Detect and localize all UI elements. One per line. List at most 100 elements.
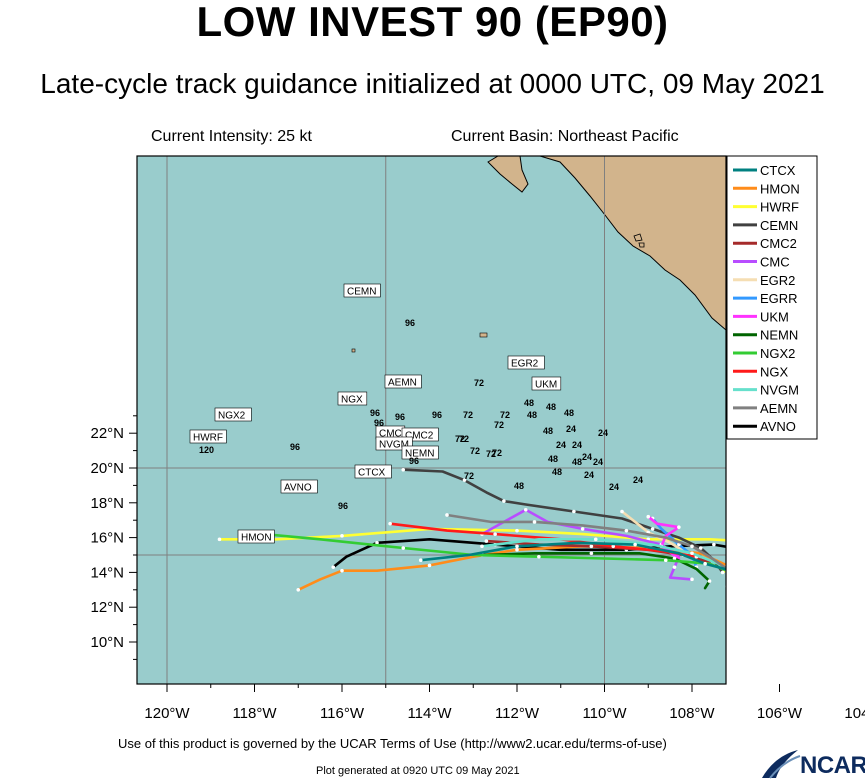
x-tick-label: 120°W xyxy=(144,705,190,722)
forecast-hour: 72 xyxy=(474,378,484,388)
model-label-box xyxy=(280,479,318,494)
legend-entry-nvgm: NVGM xyxy=(760,383,799,398)
model-label-box xyxy=(237,529,275,544)
track-point xyxy=(672,556,677,561)
ncar-logo-text: NCAR xyxy=(800,752,865,779)
forecast-hour: 96 xyxy=(409,456,419,466)
model-label-cmc2: CMC2 xyxy=(405,431,434,442)
y-tick-label: 22°N xyxy=(90,425,124,442)
track-point xyxy=(589,551,594,556)
forecast-hour: 24 xyxy=(556,440,566,450)
track-point xyxy=(331,565,336,569)
track-point xyxy=(712,542,716,547)
forecast-hour: 24 xyxy=(582,452,592,462)
tres-marias-islands xyxy=(633,233,645,248)
x-tick-label: 112°W xyxy=(495,705,540,722)
forecast-hour: 96 xyxy=(338,501,348,511)
legend-entry-aemn: AEMN xyxy=(760,401,798,416)
track-point xyxy=(743,539,747,543)
forecast-hour: 96 xyxy=(405,318,415,328)
mexico-coast-land xyxy=(520,156,726,331)
x-tick-label: 106°W xyxy=(757,705,803,722)
track-point xyxy=(646,514,651,519)
y-tick-label: 20°N xyxy=(90,460,124,477)
y-tick-label: 10°N xyxy=(90,634,124,651)
track-point xyxy=(620,509,624,514)
y-tick-label: 14°N xyxy=(90,564,124,581)
track-point xyxy=(756,555,760,559)
track-point xyxy=(296,588,301,592)
plot-subtitle: Late-cycle track guidance initialized at… xyxy=(40,68,825,99)
legend-entry-avno: AVNO xyxy=(760,419,796,434)
forecast-hour: 48 xyxy=(543,426,553,436)
track-point xyxy=(698,546,703,550)
forecast-hour: 72 xyxy=(500,410,510,420)
forecast-hour: 48 xyxy=(546,402,556,412)
track-point xyxy=(738,564,742,568)
track-point xyxy=(401,546,406,550)
track-point xyxy=(532,520,537,524)
model-label-box xyxy=(507,355,545,370)
track-point xyxy=(480,544,484,549)
track-point xyxy=(340,568,344,573)
model-label-aemn: AEMN xyxy=(388,378,417,389)
forecast-hour: 48 xyxy=(572,457,582,467)
model-label-box xyxy=(214,407,252,422)
forecast-hour: 72 xyxy=(494,420,504,430)
track-point xyxy=(690,551,694,556)
legend-entry-ngx2: NGX2 xyxy=(760,346,795,361)
track-point xyxy=(401,467,406,472)
axis-ticks: 120°W 118°W 116°W 114°W 112°W 110°W 108°W 106°W… xyxy=(90,415,865,722)
map-frame xyxy=(136,155,727,685)
y-tick-label: 12°N xyxy=(90,599,124,616)
forecast-hour: 96 xyxy=(374,418,384,428)
x-tick-label: 118°W xyxy=(232,705,277,722)
y-tick-label: 16°N xyxy=(90,530,124,547)
track-point xyxy=(515,544,519,549)
model-label-box xyxy=(531,376,562,391)
track-point xyxy=(738,560,742,564)
forecast-hour: 24 xyxy=(584,470,594,480)
model-label-box xyxy=(401,445,439,460)
track-point xyxy=(650,527,655,531)
forecast-hour: 48 xyxy=(552,467,562,477)
forecast-hour: 72 xyxy=(463,410,473,420)
legend-entry-cmc: CMC xyxy=(760,255,790,270)
model-label-avno: AVNO xyxy=(284,483,312,494)
track-point xyxy=(677,542,681,547)
track-point xyxy=(720,570,725,575)
track-point xyxy=(515,547,519,552)
forecast-hour: 120 xyxy=(199,445,214,455)
x-tick-label: 114°W xyxy=(407,705,452,722)
forecast-hour: 96 xyxy=(432,410,442,420)
model-label-cmc: CMC xyxy=(379,429,402,440)
track-point xyxy=(427,563,432,568)
track-point xyxy=(523,507,528,512)
track-point xyxy=(580,527,585,531)
forecast-hour: 48 xyxy=(514,481,524,491)
track-nemn xyxy=(480,552,711,590)
track-point xyxy=(462,478,467,482)
model-label-egr2: EGR2 xyxy=(511,359,539,370)
track-cmc xyxy=(480,508,694,581)
track-point xyxy=(677,525,681,529)
model-label-box xyxy=(337,391,368,406)
legend-entry-egrr: EGRR xyxy=(760,291,798,306)
forecast-hour: 96 xyxy=(290,442,300,452)
track-point xyxy=(730,572,734,576)
track-point xyxy=(593,537,598,542)
legend-entry-ctcx: CTCX xyxy=(760,163,796,178)
forecast-hour: 24 xyxy=(572,440,582,450)
ncar-logo-icon xyxy=(762,750,801,779)
legend-entry-cmc2: CMC2 xyxy=(760,236,797,251)
forecast-hour: 24 xyxy=(593,457,603,467)
legend-entry-hwrf: HWRF xyxy=(760,200,799,215)
forecast-hour: 72 xyxy=(470,446,480,456)
track-point xyxy=(388,521,392,526)
track-point xyxy=(633,542,637,547)
legend-entry-egr2: EGR2 xyxy=(760,273,795,288)
track-hwrf xyxy=(218,527,726,574)
revillagigedo-island xyxy=(479,332,488,338)
current-basin: Current Basin: Northeast Pacific xyxy=(451,128,679,145)
forecast-hour: 72 xyxy=(459,434,469,444)
